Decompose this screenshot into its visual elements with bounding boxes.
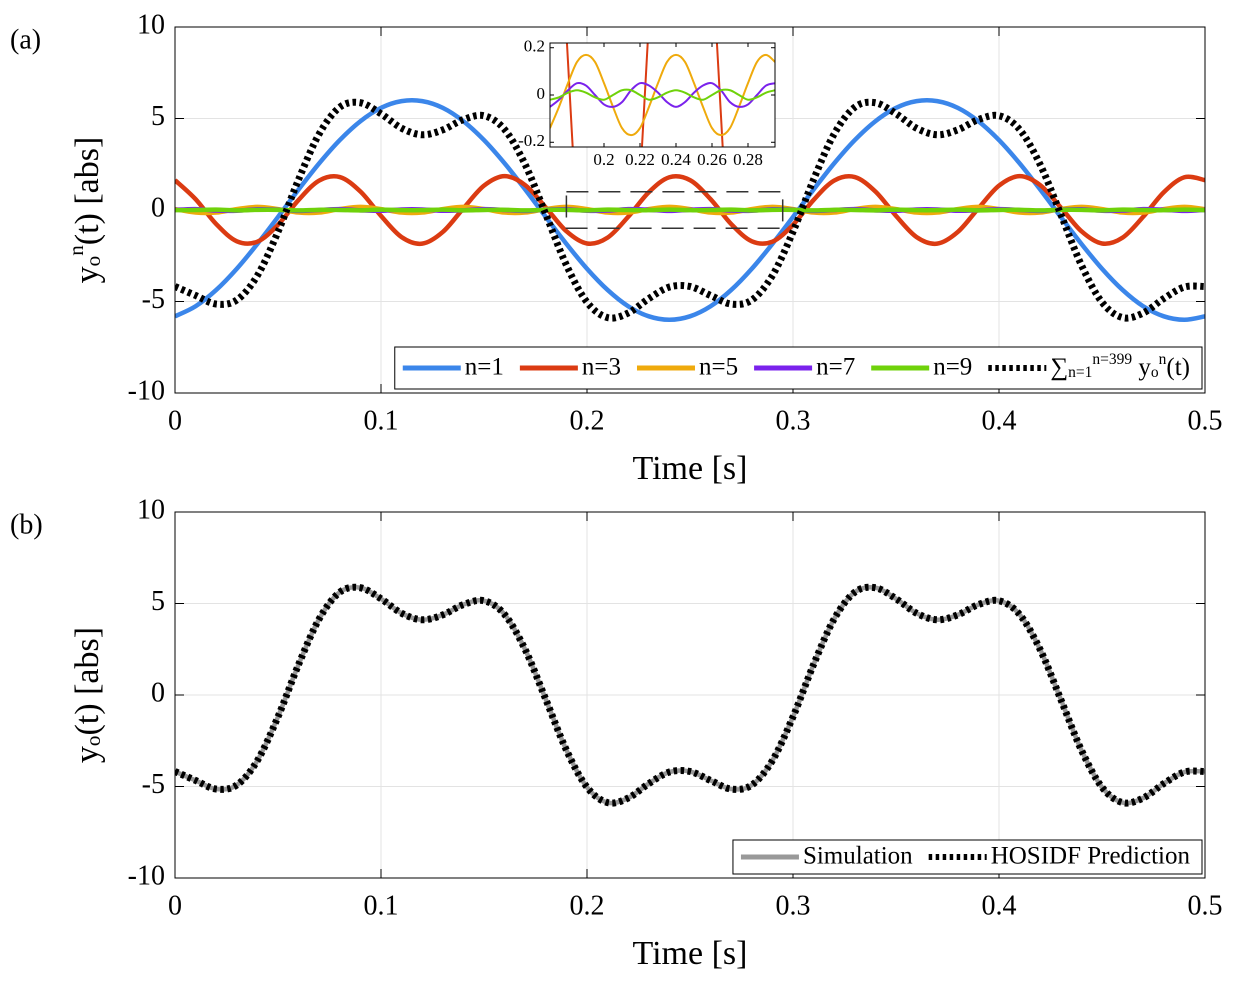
series-group bbox=[175, 583, 1205, 807]
x-tick-label: 0.24 bbox=[661, 150, 691, 169]
series-group bbox=[175, 98, 1205, 323]
x-tick-label: 0 bbox=[168, 405, 182, 436]
x-tick-label: 0.3 bbox=[776, 890, 811, 921]
y-tick-label: -5 bbox=[142, 769, 165, 800]
y-tick-label: 0 bbox=[537, 84, 546, 103]
panel-label: (b) bbox=[10, 509, 43, 540]
x-tick-label: 0.1 bbox=[364, 890, 399, 921]
axes-frame bbox=[549, 42, 776, 148]
legend-label: Simulation bbox=[803, 843, 913, 870]
legend-frame bbox=[732, 839, 1203, 875]
x-tick-label: 0.2 bbox=[570, 405, 605, 436]
x-axis-label: Time [s] bbox=[633, 450, 748, 487]
x-tick-label: 0 bbox=[168, 890, 182, 921]
line-series bbox=[550, 88, 775, 101]
x-tick-label: 0.5 bbox=[1188, 890, 1223, 921]
x-tick-label: 0.26 bbox=[697, 150, 727, 169]
y-axis-label: yon(t) [abs] bbox=[64, 137, 106, 284]
y-axis-label: yo(t) [abs] bbox=[69, 627, 106, 763]
series-group bbox=[550, 43, 775, 147]
x-tick-label: 0.5 bbox=[1188, 405, 1223, 436]
x-tick-label: 0.1 bbox=[364, 405, 399, 436]
legend: Simulation HOSIDF Prediction bbox=[732, 839, 1203, 875]
y-tick-label: 5 bbox=[151, 586, 165, 617]
axes-frame bbox=[174, 511, 1206, 879]
legend-label: ∑n=1n=399 yon(t) bbox=[1050, 351, 1190, 381]
legend-label: n=1 bbox=[465, 354, 504, 381]
y-tick-label: 0 bbox=[151, 677, 165, 708]
y-tick-label: -10 bbox=[128, 375, 165, 406]
zoom-box bbox=[565, 190, 784, 230]
y-tick-label: 0.2 bbox=[524, 37, 545, 56]
axes: 0.2 0.22 0.24 0.26 0.28 0.2 0 -0.2 bbox=[518, 37, 776, 169]
x-tick-label: 0.22 bbox=[625, 150, 655, 169]
x-tick-label: 0.4 bbox=[982, 405, 1017, 436]
line-series bbox=[175, 207, 1205, 213]
legend-label: n=9 bbox=[933, 354, 972, 381]
y-tick-label: -10 bbox=[128, 860, 165, 891]
axes-frame bbox=[174, 26, 1206, 394]
legend-label: n=3 bbox=[582, 354, 621, 381]
panel-label: (a) bbox=[10, 24, 41, 55]
legend-label: n=5 bbox=[699, 354, 738, 381]
y-tick-label: -0.2 bbox=[518, 131, 545, 150]
x-tick-label: 0.2 bbox=[570, 890, 605, 921]
legend: n=1 n=3 n=5 n=7 n=9 ∑n=1n=399 yon(t) bbox=[394, 346, 1203, 390]
line-series bbox=[175, 173, 1205, 247]
axes: 0 0.1 0.2 0.3 0.4 0.5 10 5 0 -5 -10 bbox=[128, 494, 1223, 921]
x-tick-label: 0.2 bbox=[593, 150, 614, 169]
y-tick-label: 5 bbox=[151, 101, 165, 132]
y-tick-label: 0 bbox=[151, 192, 165, 223]
line-series bbox=[175, 583, 1205, 807]
x-tick-label: 0.3 bbox=[776, 405, 811, 436]
line-series bbox=[550, 53, 775, 137]
legend-label: HOSIDF Prediction bbox=[991, 843, 1191, 870]
y-tick-label: -5 bbox=[142, 284, 165, 315]
y-tick-label: 10 bbox=[137, 494, 165, 525]
legend-label: n=7 bbox=[816, 354, 855, 381]
x-axis-label: Time [s] bbox=[633, 935, 748, 972]
line-series bbox=[175, 98, 1205, 322]
x-tick-label: 0.28 bbox=[733, 150, 763, 169]
y-tick-label: 10 bbox=[137, 9, 165, 40]
line-series bbox=[550, 81, 775, 108]
x-tick-label: 0.4 bbox=[982, 890, 1017, 921]
